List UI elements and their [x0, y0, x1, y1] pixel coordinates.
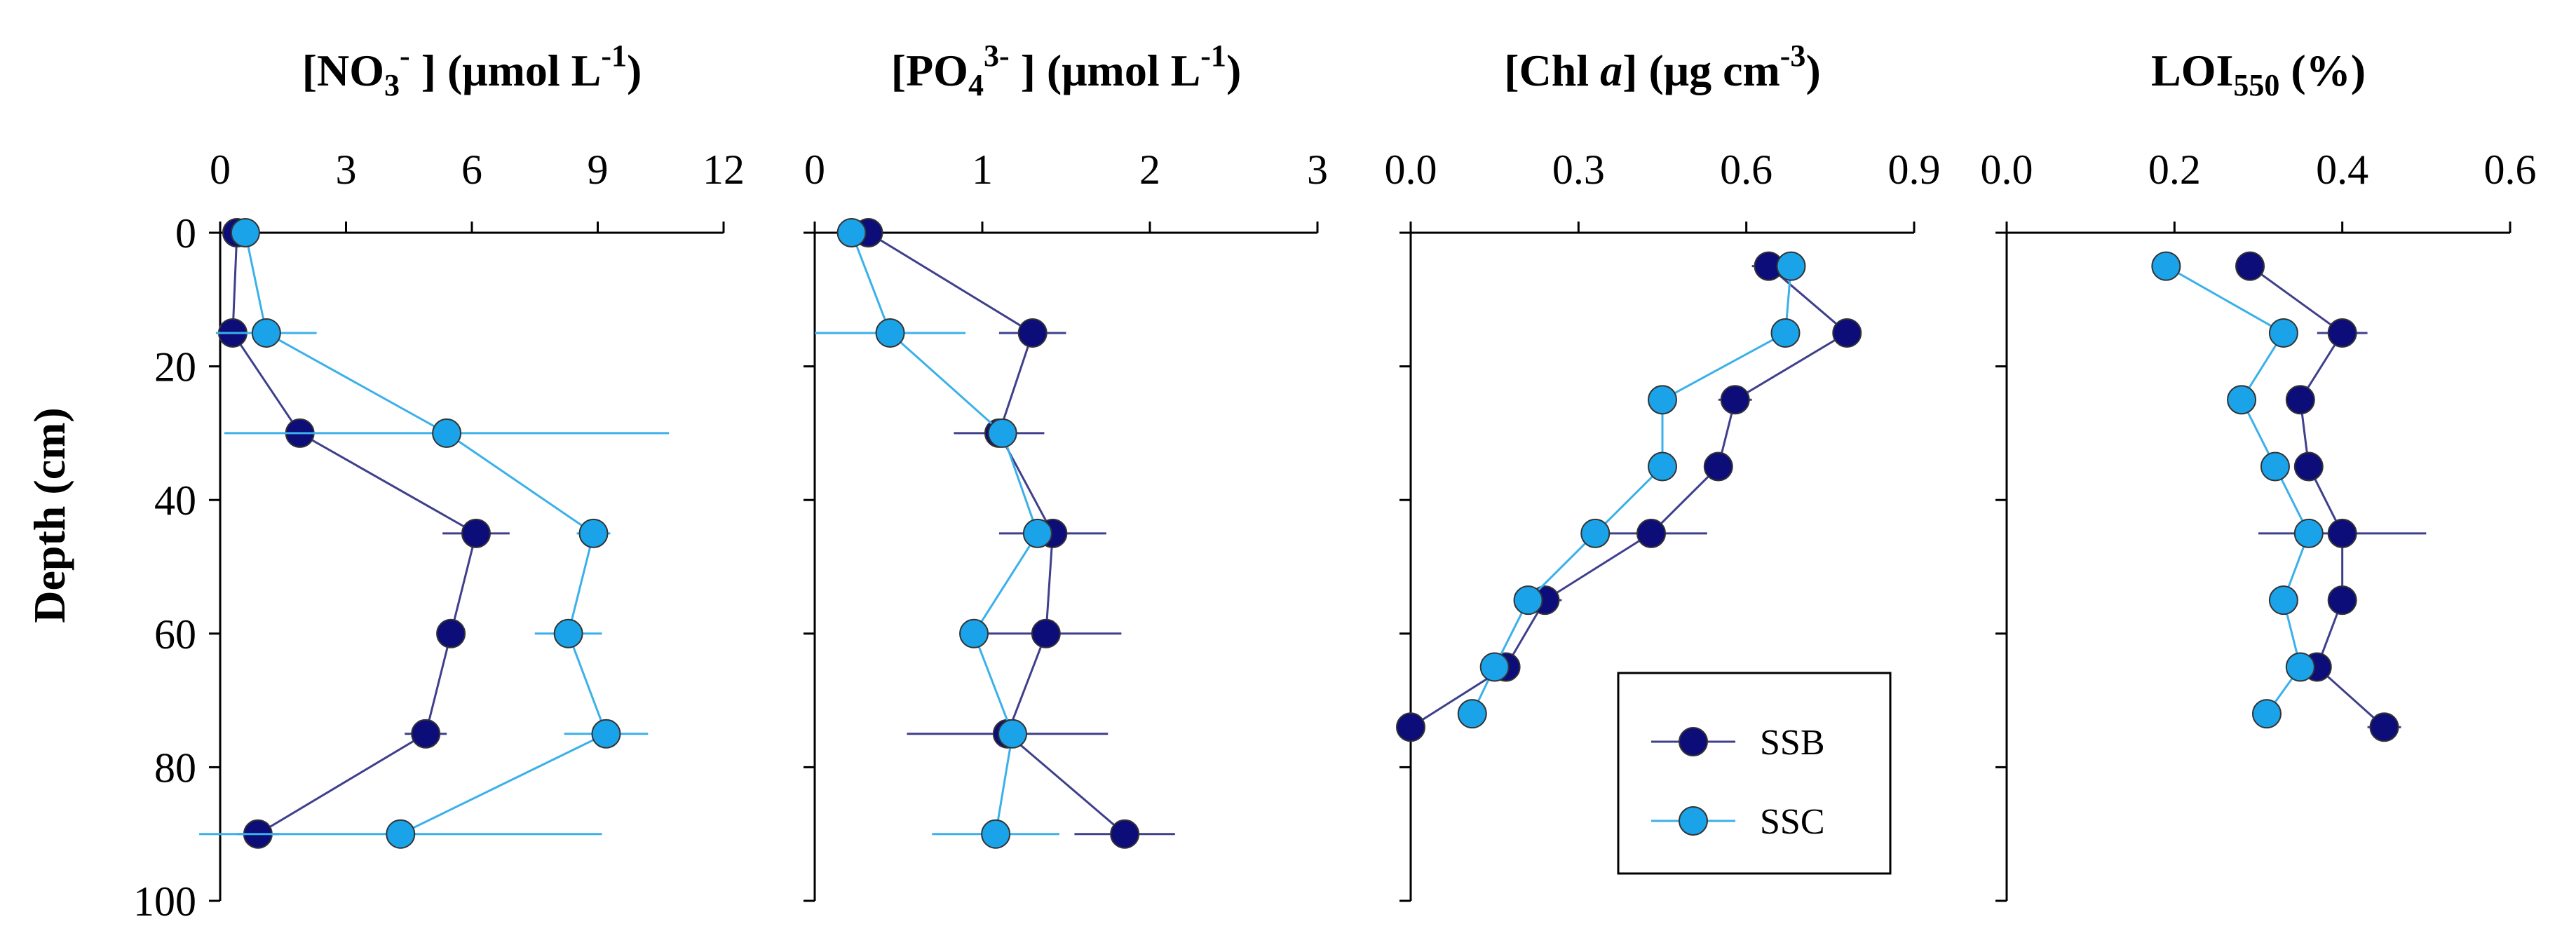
panel-4: 0.0 0.2 0.4 0.6 LOI550 (%)	[1981, 46, 2537, 902]
data-point	[2293, 451, 2324, 482]
series-ssc	[815, 218, 1059, 849]
legend-label-ssc: SSC	[1760, 802, 1825, 842]
data-point	[436, 618, 466, 648]
x-tick-label: 0	[210, 147, 231, 193]
data-point	[1022, 518, 1052, 548]
x-tick-label: 9	[588, 147, 609, 193]
data-point	[1770, 318, 1801, 348]
x-tick-label: 0	[804, 147, 825, 193]
x-tick-label: 0.6	[2484, 147, 2537, 193]
data-point	[386, 819, 416, 849]
data-point	[2251, 699, 2282, 729]
y-tick-label: 60	[154, 611, 196, 658]
data-point	[1110, 819, 1140, 849]
x-tick-label: 2	[1139, 147, 1160, 193]
x-tick-label: 6	[461, 147, 482, 193]
data-point	[981, 819, 1011, 849]
x-tick-label: 0.6	[1720, 147, 1772, 193]
data-point	[998, 719, 1028, 749]
series-ssc	[2151, 251, 2324, 729]
data-point	[836, 218, 867, 247]
data-point	[2293, 518, 2324, 548]
data-point	[432, 418, 462, 448]
series-line	[1471, 266, 1792, 714]
panel-2: 0 1 2 3 [PO43- ] (μmol L-1)	[804, 39, 1328, 902]
data-point	[875, 318, 905, 348]
x-tick-label: 0.0	[1981, 147, 2033, 193]
data-point	[230, 218, 260, 247]
x-tick-label: 0.4	[2316, 147, 2368, 193]
legend-marker	[1679, 727, 1708, 756]
data-point	[2327, 585, 2357, 616]
y-tick-label: 40	[154, 477, 196, 524]
data-point	[1776, 251, 1806, 281]
data-point	[1396, 712, 1425, 742]
data-point	[1457, 699, 1487, 729]
series-ssc	[199, 218, 670, 849]
data-point	[1832, 318, 1862, 348]
y-tick-label: 80	[154, 745, 196, 791]
x-tick-label: 12	[703, 147, 745, 193]
data-point	[591, 719, 621, 749]
data-point	[2285, 385, 2315, 415]
data-point	[1031, 618, 1061, 648]
data-point	[578, 518, 609, 548]
y-tick-label: 100	[133, 878, 196, 925]
x-tick-label: 3	[1307, 147, 1328, 193]
panel-title: [Chl a] (μg cm-3)	[1504, 39, 1821, 95]
x-tick-label: 0.9	[1888, 147, 1941, 193]
legend-box	[1617, 672, 1892, 875]
data-point	[2327, 318, 2357, 348]
data-point	[2151, 251, 2181, 281]
x-tick-label: 0.3	[1552, 147, 1605, 193]
panel-title: LOI550 (%)	[2151, 46, 2366, 102]
data-point	[1648, 451, 1677, 482]
data-point	[461, 518, 491, 548]
series-ssc	[1457, 251, 1806, 729]
data-point	[2268, 318, 2298, 348]
data-point	[411, 719, 441, 749]
data-point	[1648, 385, 1677, 415]
data-point	[2327, 518, 2357, 548]
data-point	[1703, 451, 1733, 482]
x-tick-label: 3	[336, 147, 357, 193]
series-ssb	[2235, 251, 2427, 742]
data-point	[1580, 518, 1611, 548]
panel-1: 0 20 40 60 80 100 0 3 6 9 12 [NO3- ] (μmol L-1)	[133, 39, 745, 925]
data-point	[2235, 251, 2265, 281]
panel-title: [NO3- ] (μmol L-1)	[302, 39, 642, 102]
data-point	[2268, 585, 2298, 616]
data-point	[1479, 652, 1510, 682]
data-point	[1017, 318, 1048, 348]
legend-marker	[1679, 806, 1708, 836]
data-point	[1513, 585, 1543, 616]
data-point	[2227, 385, 2257, 415]
panel-title: [PO43- ] (μmol L-1)	[891, 39, 1242, 102]
data-point	[1636, 518, 1667, 548]
data-point	[2369, 712, 2399, 742]
x-tick-label: 1	[972, 147, 993, 193]
depth-axis-title: Depth (cm)	[25, 407, 74, 623]
series-ssb	[853, 218, 1175, 849]
y-tick-label: 20	[154, 344, 196, 390]
data-point	[251, 318, 281, 348]
data-point	[553, 618, 583, 648]
data-point	[2260, 451, 2290, 482]
data-point	[1720, 385, 1750, 415]
x-tick-label: 0.0	[1385, 147, 1437, 193]
legend-label-ssb: SSB	[1760, 723, 1825, 763]
x-tick-label: 0.2	[2148, 147, 2201, 193]
legend: SSB SSC	[1617, 672, 1892, 875]
data-point	[2285, 652, 2315, 682]
panel-3: 0.0 0.3 0.6 0.9 [Chl a] (μg cm-3)	[1385, 39, 1941, 902]
y-tick-label: 0	[175, 210, 196, 257]
data-point	[959, 618, 989, 648]
data-point	[987, 418, 1017, 448]
